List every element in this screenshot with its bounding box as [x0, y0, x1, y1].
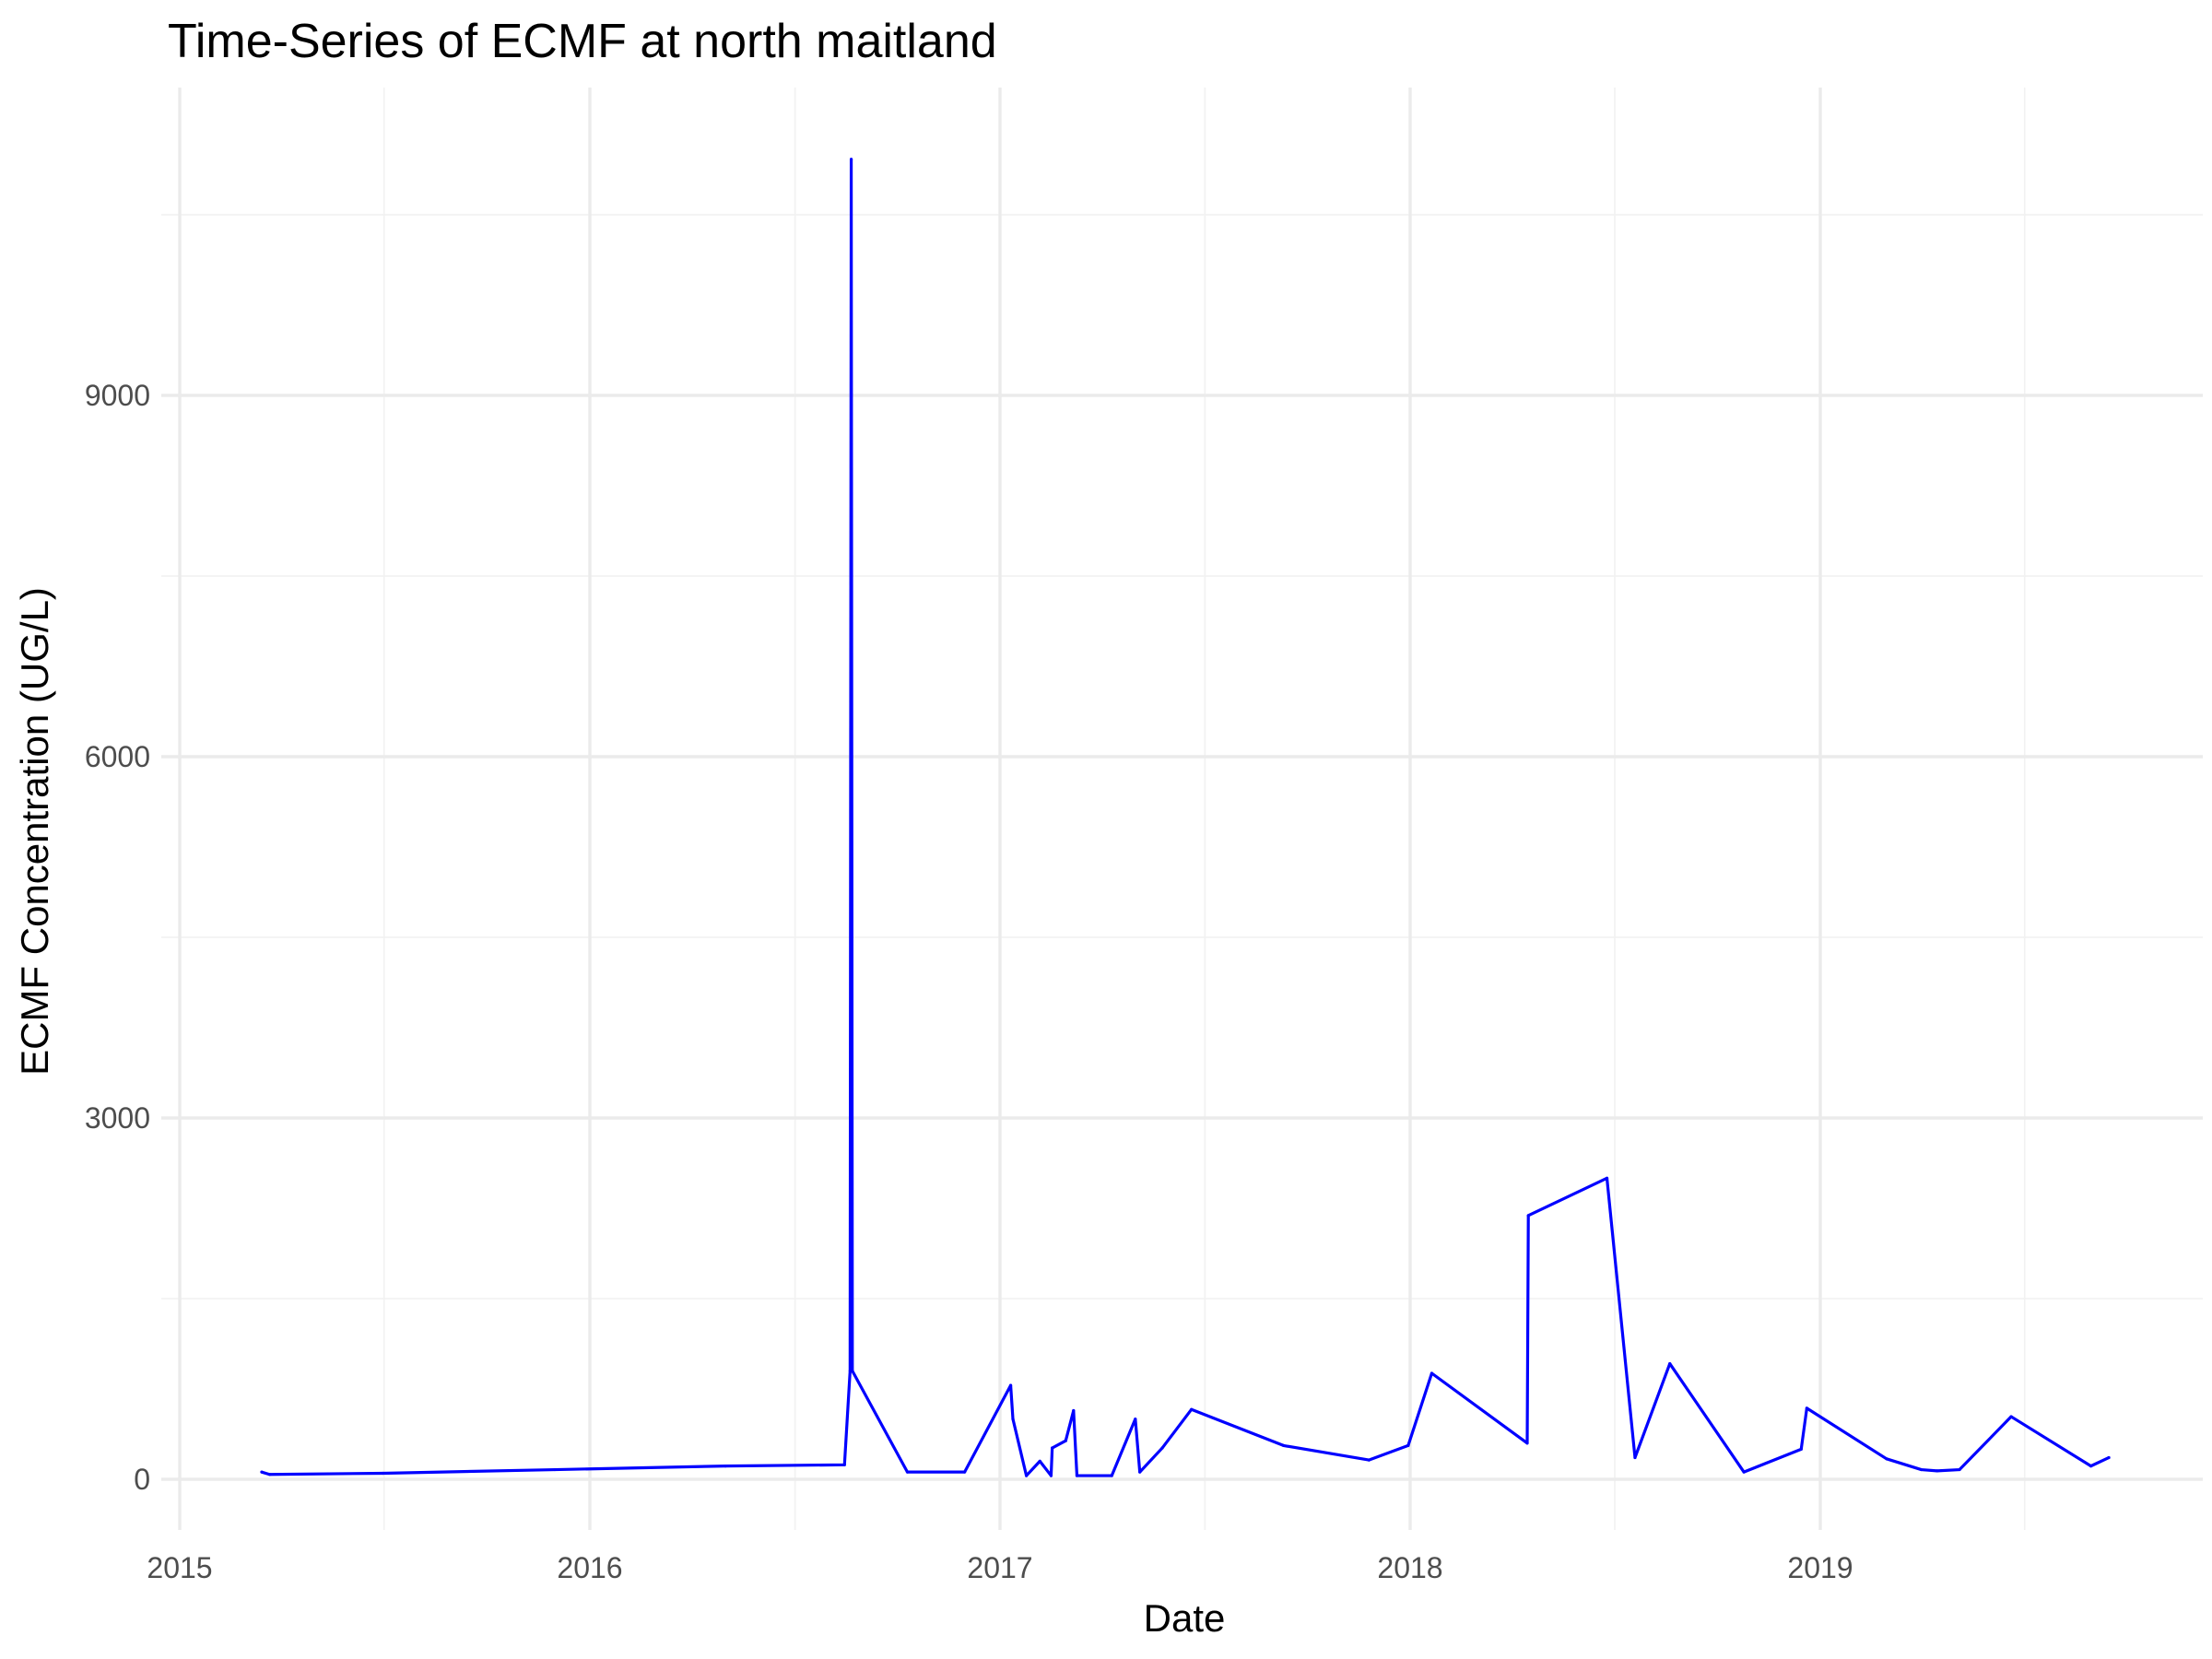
data-point	[848, 1369, 852, 1372]
data-point	[724, 1465, 727, 1468]
data-point	[1064, 1439, 1067, 1442]
data-point	[1282, 1443, 1286, 1448]
data-point	[1367, 1458, 1371, 1462]
data-point	[260, 1470, 264, 1474]
data-point	[1072, 1408, 1076, 1413]
chart-title: Time-Series of ECMF at north maitland	[168, 15, 997, 68]
data-point	[1799, 1447, 1803, 1451]
data-point	[1134, 1418, 1137, 1421]
tick-labels: 0 3000 6000 9000 2015 2016 2017 2018 2019	[85, 379, 1853, 1584]
data-point	[1011, 1418, 1015, 1421]
data-point	[849, 158, 853, 161]
y-axis-label: ECMF Concentration (UG/L)	[13, 587, 56, 1076]
data-point	[1138, 1470, 1142, 1474]
data-point	[1633, 1455, 1637, 1460]
data-point	[2107, 1455, 2111, 1460]
y-tick-label: 3000	[85, 1101, 150, 1135]
data-point	[1160, 1446, 1164, 1450]
x-tick-label: 2017	[967, 1551, 1032, 1584]
series-layer	[260, 158, 2111, 1477]
data-point	[1110, 1474, 1113, 1477]
data-point	[1805, 1406, 1808, 1410]
gridlines	[161, 88, 2203, 1530]
data-point	[851, 1369, 854, 1372]
data-point	[2009, 1415, 2013, 1418]
x-tick-label: 2018	[1377, 1551, 1442, 1584]
data-point	[1190, 1407, 1194, 1411]
y-tick-label: 6000	[85, 740, 150, 773]
data-point	[553, 1467, 557, 1472]
data-point	[963, 1470, 967, 1474]
y-tick-label: 0	[134, 1463, 150, 1496]
data-point	[1075, 1474, 1079, 1477]
data-point	[905, 1470, 910, 1474]
data-point	[1605, 1176, 1609, 1180]
data-point	[1885, 1457, 1888, 1461]
data-point	[1668, 1361, 1672, 1366]
data-point	[1936, 1469, 1939, 1473]
x-tick-label: 2016	[557, 1551, 622, 1584]
x-axis-label: Date	[1144, 1596, 1226, 1640]
data-point	[1958, 1467, 1961, 1472]
data-point	[1742, 1470, 1746, 1474]
data-point	[1008, 1383, 1013, 1387]
series-line	[261, 158, 2110, 1477]
data-point	[1051, 1446, 1054, 1450]
data-point	[381, 1471, 385, 1476]
data-point	[1049, 1474, 1053, 1477]
data-point	[1430, 1371, 1434, 1375]
data-point	[1038, 1459, 1041, 1463]
data-point	[1025, 1474, 1029, 1477]
x-tick-label: 2015	[147, 1551, 212, 1584]
data-point	[1525, 1441, 1529, 1445]
data-point	[1920, 1467, 1924, 1472]
data-point	[267, 1473, 272, 1477]
data-point	[2089, 1465, 2093, 1468]
data-point	[1406, 1443, 1410, 1448]
x-tick-label: 2019	[1787, 1551, 1853, 1584]
y-tick-label: 9000	[85, 379, 150, 412]
data-point	[842, 1463, 846, 1466]
data-point	[1526, 1214, 1530, 1218]
